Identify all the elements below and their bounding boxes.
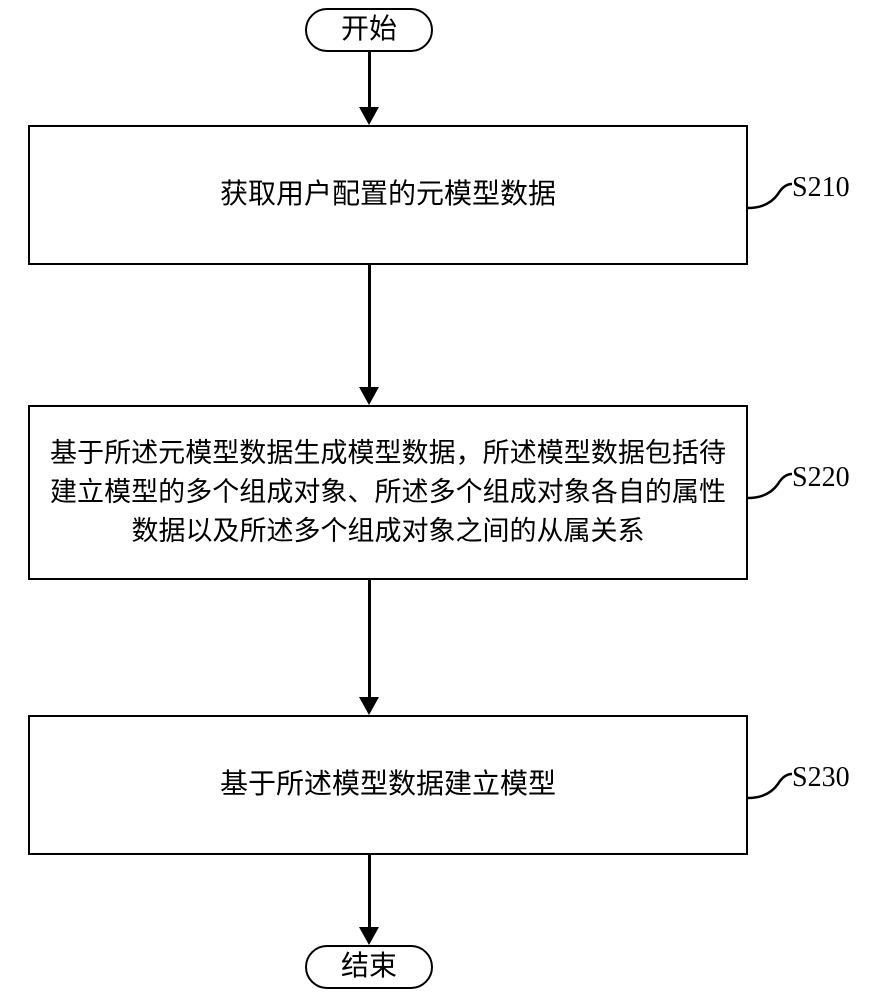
s220-connector: [748, 470, 792, 502]
edge-s230-end: [368, 855, 371, 927]
edge-start-s210: [368, 52, 371, 107]
edge-s210-s220-head: [359, 387, 379, 405]
s220-node: 基于所述元模型数据生成模型数据，所述模型数据包括待建立模型的多个组成对象、所述多…: [28, 405, 748, 580]
s220-text: 基于所述元模型数据生成模型数据，所述模型数据包括待建立模型的多个组成对象、所述多…: [50, 434, 726, 551]
s210-node: 获取用户配置的元模型数据: [28, 125, 748, 265]
end-node: 结束: [305, 945, 433, 989]
edge-s220-s230: [368, 580, 371, 697]
s230-text: 基于所述模型数据建立模型: [220, 764, 556, 806]
s230-connector: [748, 770, 792, 802]
s230-node: 基于所述模型数据建立模型: [28, 715, 748, 855]
s210-connector: [748, 180, 792, 212]
edge-s210-s220: [368, 265, 371, 387]
start-text: 开始: [341, 9, 397, 51]
end-text: 结束: [341, 946, 397, 988]
s220-label: S220: [792, 462, 850, 494]
edge-s230-end-head: [359, 927, 379, 945]
s210-label: S210: [792, 172, 850, 204]
start-node: 开始: [305, 8, 433, 52]
edge-start-s210-head: [359, 107, 379, 125]
s230-label: S230: [792, 762, 850, 794]
edge-s220-s230-head: [359, 697, 379, 715]
s210-text: 获取用户配置的元模型数据: [220, 174, 556, 216]
